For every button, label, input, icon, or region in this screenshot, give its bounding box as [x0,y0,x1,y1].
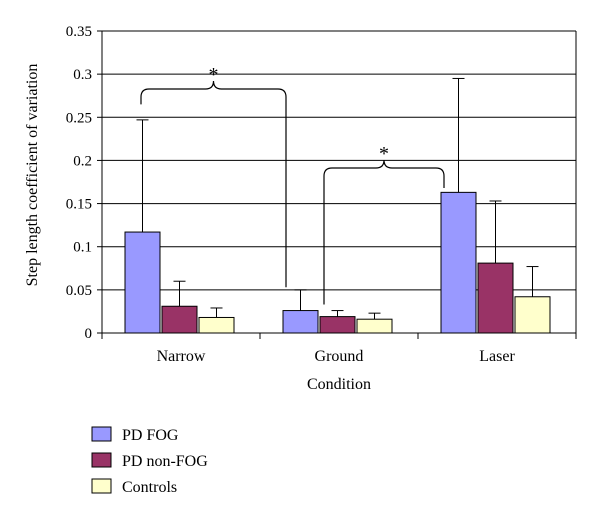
bar-pd-fog-laser [440,191,477,334]
y-tick-label-7: 0.35 [66,24,92,40]
y-tick-labels: 0 0.05 0.1 0.15 0.2 0.25 0.3 0.35 [66,24,92,342]
bar-pd-non-fog-ground [319,316,356,334]
legend-label-controls: Controls [122,479,177,496]
y-tick-label-4: 0.2 [73,153,92,169]
bar-pd-fog-narrow [124,231,161,334]
bar-controls-laser [514,296,551,334]
y-tick-label-5: 0.25 [66,110,92,126]
legend: PD FOG PD non-FOG Controls [91,426,208,496]
significance-star-2: * [379,143,389,165]
bar-controls-ground [356,318,393,334]
x-tick-labels: Narrow Ground Laser [157,348,516,365]
y-axis-title: Step length coefficient of variation [24,64,41,287]
y-tick-label-3: 0.15 [66,197,92,213]
x-axis-title: Condition [307,376,371,393]
gridlines [102,30,576,291]
y-tick-label-0: 0 [85,326,93,342]
y-tick-label-1: 0.05 [66,283,92,299]
axes [97,30,577,339]
bar-pd-fog-ground [282,310,319,334]
bar-controls-narrow [198,316,235,334]
significance-star-1: * [209,64,219,86]
legend-swatch-controls [91,478,112,494]
y-tick-label-6: 0.3 [73,67,92,83]
x-tick-label-laser: Laser [479,348,515,365]
legend-label-pd-fog: PD FOG [122,427,179,444]
significance-bracket-1 [140,80,287,288]
significance-bracket-2 [323,159,445,305]
legend-swatch-pd-non-fog [91,452,112,468]
significance-annotations: ** [140,64,445,305]
legend-label-pd-non-fog: PD non-FOG [122,453,208,470]
bars-group [124,77,551,334]
bar-pd-non-fog-narrow [161,305,198,334]
x-tick-label-ground: Ground [315,348,364,365]
legend-swatch-pd-fog [91,426,112,442]
bar-pd-non-fog-laser [477,262,514,334]
x-tick-label-narrow: Narrow [157,348,206,365]
y-tick-label-2: 0.1 [73,240,92,256]
